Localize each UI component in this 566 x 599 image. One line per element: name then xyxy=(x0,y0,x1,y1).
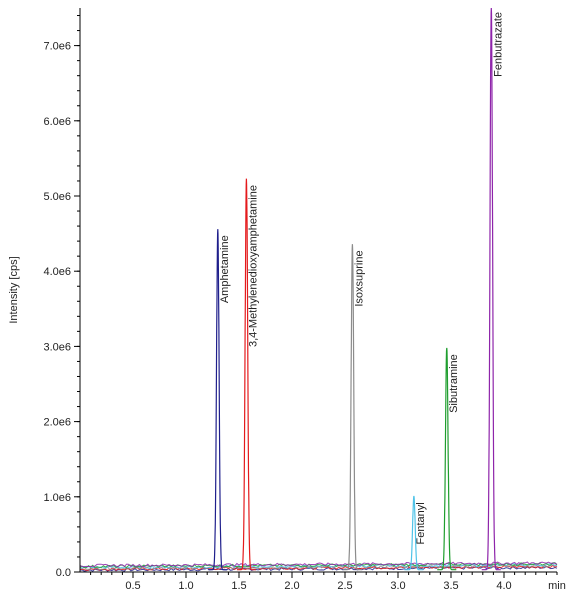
peak-labels: Amphetamine 3,4-Methylenedioxyamphetamine… xyxy=(219,12,504,545)
x-ticks: 0.5 1.0 1.5 2.0 2.5 3.0 3.5 4.0 xyxy=(90,572,558,592)
peak-sibutramine xyxy=(437,347,457,571)
x-tick-label: 3.5 xyxy=(443,580,458,592)
peak-isoxsuprine xyxy=(342,244,362,571)
peak-label: Fentanyl xyxy=(415,502,427,544)
y-tick-label: 4.0e6 xyxy=(43,266,71,278)
peak-label: Sibutramine xyxy=(448,354,460,413)
peak-label: Amphetamine xyxy=(219,235,231,303)
x-tick-label: 0.5 xyxy=(125,580,140,592)
peak-3-4-methylenedioxyamphetamine xyxy=(236,178,256,571)
axes xyxy=(79,8,557,573)
peaks xyxy=(208,7,501,571)
y-ticks: 0.0 1.0e6 2.0e6 3.0e6 4.0e6 5.0e6 6.0e6 7.0e6 xyxy=(43,15,80,579)
x-tick-label: 3.0 xyxy=(390,580,405,592)
x-tick-label: 1.0 xyxy=(178,580,193,592)
peak-fenbutrazate xyxy=(481,7,501,571)
y-tick-label: 0.0 xyxy=(56,567,71,579)
peak-amphetamine xyxy=(208,229,228,571)
y-tick-label: 6.0e6 xyxy=(43,116,71,128)
y-tick-label: 3.0e6 xyxy=(43,341,71,353)
x-tick-label: 4.0 xyxy=(496,580,511,592)
peak-label: Isoxsuprine xyxy=(353,250,365,306)
peak-label: Fenbutrazate xyxy=(492,12,504,77)
y-axis-label: Intensity [cps] xyxy=(8,256,20,323)
baseline-trace xyxy=(79,561,558,568)
y-tick-label: 2.0e6 xyxy=(43,417,71,429)
y-tick-label: 1.0e6 xyxy=(43,492,71,504)
peak-fentanyl xyxy=(404,495,424,571)
x-tick-label: 2.5 xyxy=(337,580,352,592)
x-tick-label: 1.5 xyxy=(231,580,246,592)
y-tick-label: 5.0e6 xyxy=(43,191,71,203)
y-tick-label: 7.0e6 xyxy=(43,41,71,53)
x-axis-label: min xyxy=(548,580,566,592)
x-tick-label: 2.0 xyxy=(284,580,299,592)
baselines xyxy=(79,561,558,572)
peak-label: 3,4-Methylenedioxyamphetamine xyxy=(247,185,259,347)
